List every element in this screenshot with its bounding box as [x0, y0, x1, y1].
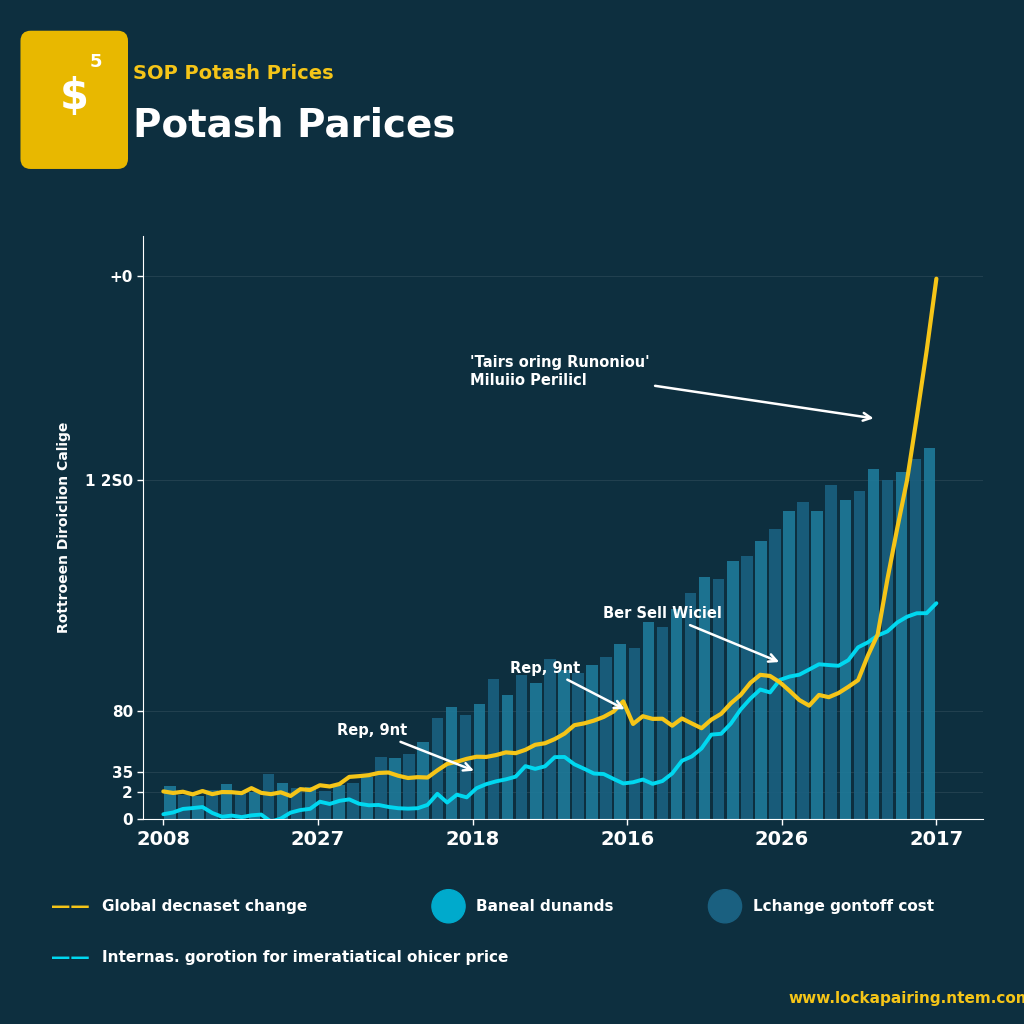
Bar	[798, 502, 809, 819]
Bar	[544, 659, 556, 819]
Bar	[249, 793, 260, 819]
Text: Rottroeen Diroiclion Calige: Rottroeen Diroiclion Calige	[56, 422, 71, 633]
Text: $: $	[59, 77, 89, 119]
Text: Internas. gorotion for imeratiatical ohicer price: Internas. gorotion for imeratiatical ohi…	[102, 950, 509, 965]
Bar	[164, 785, 176, 819]
Bar	[867, 469, 880, 819]
Text: SOP Potash Prices: SOP Potash Prices	[133, 65, 334, 83]
Bar	[445, 708, 457, 819]
Bar	[840, 501, 851, 819]
Text: ——: ——	[51, 948, 90, 967]
Bar	[305, 787, 316, 819]
Text: ——: ——	[51, 897, 90, 915]
Bar	[629, 648, 640, 819]
Bar	[924, 449, 936, 819]
Bar	[685, 593, 696, 819]
Bar	[487, 679, 500, 819]
Bar	[403, 754, 415, 819]
Bar	[896, 472, 907, 819]
Bar	[234, 793, 246, 819]
Bar	[361, 777, 373, 819]
Bar	[741, 556, 753, 819]
Bar	[220, 784, 232, 819]
Bar	[783, 511, 795, 819]
Bar	[291, 787, 302, 819]
Bar	[643, 623, 654, 819]
Bar	[811, 511, 823, 819]
Text: Global decnaset change: Global decnaset change	[102, 899, 307, 913]
Bar	[418, 742, 429, 819]
Bar	[587, 666, 598, 819]
Bar	[319, 791, 331, 819]
Bar	[530, 683, 542, 819]
Bar	[698, 577, 711, 819]
Bar	[333, 784, 345, 819]
Bar	[769, 529, 780, 819]
Bar	[755, 541, 767, 819]
Bar	[375, 757, 387, 819]
Circle shape	[709, 890, 741, 923]
Text: Baneal dunands: Baneal dunands	[476, 899, 613, 913]
Bar	[671, 608, 682, 819]
Bar	[558, 670, 569, 819]
Bar	[600, 656, 612, 819]
Text: Rep, 9nt: Rep, 9nt	[337, 723, 471, 770]
Bar	[431, 719, 443, 819]
Bar	[276, 782, 289, 819]
Bar	[727, 561, 738, 819]
Bar	[263, 774, 274, 819]
Text: Rep, 9nt: Rep, 9nt	[510, 660, 623, 708]
Text: 5: 5	[90, 53, 102, 71]
Text: Lchange gontoff cost: Lchange gontoff cost	[753, 899, 934, 913]
Text: 'Tairs oring Runoniou'
Miluiio Perilicl: 'Tairs oring Runoniou' Miluiio Perilicl	[470, 355, 870, 421]
Bar	[882, 479, 893, 819]
Bar	[502, 695, 513, 819]
Bar	[474, 705, 485, 819]
Bar	[178, 795, 189, 819]
Text: Ber Sell Wiciel: Ber Sell Wiciel	[603, 606, 776, 662]
Bar	[713, 580, 724, 819]
Circle shape	[432, 890, 465, 923]
Bar	[854, 492, 865, 819]
Bar	[460, 715, 471, 819]
Bar	[347, 783, 358, 819]
Text: Potash Parices: Potash Parices	[133, 106, 456, 144]
Bar	[910, 459, 922, 819]
Text: www.lockapairing.ntem.com: www.lockapairing.ntem.com	[788, 990, 1024, 1006]
Bar	[825, 484, 837, 819]
Bar	[614, 644, 626, 819]
Bar	[389, 759, 400, 819]
Bar	[516, 675, 527, 819]
Bar	[572, 673, 584, 819]
Bar	[193, 797, 204, 819]
Bar	[207, 790, 218, 819]
Bar	[656, 627, 669, 819]
